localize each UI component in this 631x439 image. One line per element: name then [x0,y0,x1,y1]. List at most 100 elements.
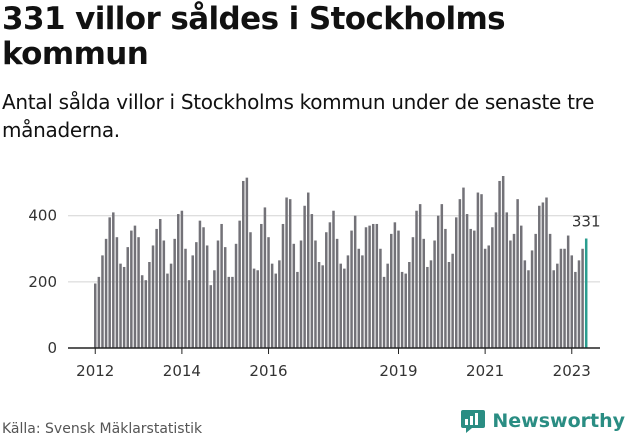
bar [465,214,469,348]
bar [397,230,400,348]
bar [198,220,202,348]
bar [556,263,559,348]
bar [112,212,115,348]
bar [451,253,454,348]
bar [162,240,166,348]
bar [418,204,422,348]
bar [299,240,303,348]
bar [534,233,537,348]
x-tick-label: 2019 [379,362,417,380]
bar [310,214,314,348]
bar [516,199,519,348]
bar [444,228,447,348]
bar [321,265,324,348]
bar [256,270,259,348]
x-tick-label: 2021 [466,362,504,380]
bar [498,180,501,348]
bar [231,276,234,348]
bar [538,205,541,348]
bar [426,266,429,348]
bar [144,280,148,348]
x-tick-label: 2023 [553,362,591,380]
axes: 0 200 400 2012 2014 2016 2019 2021 2023 331 [28,207,600,380]
bar [390,233,393,348]
chart-subtitle: Antal sålda villor i Stockholms kommun u… [2,90,595,142]
bar-highlight [584,238,588,348]
bar [494,212,498,348]
bar [519,225,523,348]
bar [393,222,397,348]
bar [325,232,328,348]
bar [108,217,111,348]
bar [274,273,277,348]
bar [559,248,563,348]
bar [94,283,97,348]
bar [278,260,281,348]
bar [335,238,339,348]
bar [346,255,350,348]
bar [541,202,545,348]
bar [213,270,216,348]
bar [148,262,151,348]
bar [216,240,220,348]
bar [209,285,213,348]
bar [238,220,241,348]
bar [361,255,364,348]
bar [205,245,209,348]
bar [350,230,353,348]
bar [260,223,263,348]
bar [166,273,169,348]
bar [480,194,483,348]
highlight-value-label: 331 [572,213,601,231]
bar [242,180,245,348]
bar [104,238,108,348]
bar [364,227,368,348]
bar [581,248,584,348]
bar [101,255,104,348]
brand-logo: Newsworthy [460,409,625,433]
bar [227,276,231,348]
bar [386,263,389,348]
bar [180,210,184,348]
bar [130,230,133,348]
bar [577,260,581,348]
bar [501,176,505,348]
bar [458,199,462,348]
bar [187,280,191,348]
bar [375,223,379,348]
bar [151,245,155,348]
bar [415,210,418,348]
bar [328,222,332,348]
bar [408,262,411,348]
bar [469,228,472,348]
bar [491,227,494,348]
bar [512,233,516,348]
bar [552,270,555,348]
bar [306,192,310,348]
bar [462,187,465,348]
bar [281,223,285,348]
bar [245,177,249,348]
bar [411,237,415,348]
chart-title: 331 villor såldes i Stockholms kommun [2,1,506,72]
bar [530,250,534,348]
bar [249,232,252,348]
bar [220,223,223,348]
bars [94,176,588,348]
bar [137,237,140,348]
y-tick-label: 400 [28,207,57,225]
bar [122,266,126,348]
bar [155,228,158,348]
bar [97,276,101,348]
bar [447,262,451,348]
bar [191,255,194,348]
bar [270,263,274,348]
bar [483,248,487,348]
bar [332,210,335,348]
source-label: Källa: Svensk Mäklarstatistik [2,421,203,437]
bar [357,248,361,348]
bar [545,197,548,348]
bar [234,243,238,348]
bar [140,275,144,348]
